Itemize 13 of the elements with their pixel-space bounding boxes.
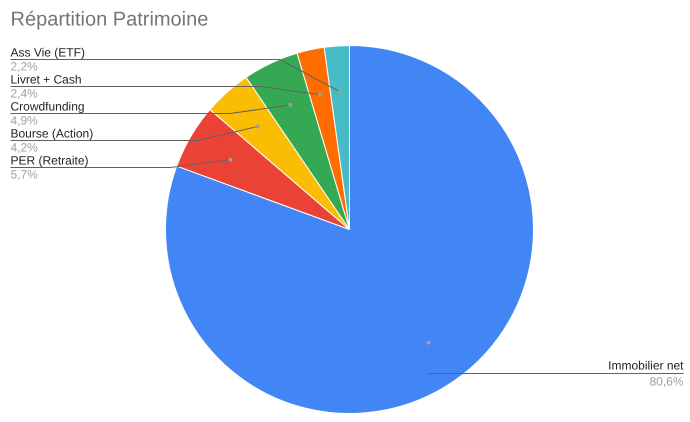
slice-label: PER (Retraite) [10, 154, 89, 168]
slice-label: Immobilier net [608, 358, 684, 372]
chart-title: Répartition Patrimoine [10, 8, 208, 30]
data-label: 4,9% [10, 114, 38, 128]
data-label: 80,6% [649, 374, 684, 388]
data-label: 4,2% [10, 140, 38, 154]
slice-label: Livret + Cash [10, 72, 82, 86]
data-label: 2,4% [10, 86, 38, 100]
data-label: 2,2% [10, 60, 38, 74]
slice-label: Crowdfunding [10, 100, 85, 114]
slice-label: Bourse (Action) [10, 126, 94, 140]
slice-label: Ass Vie (ETF) [10, 46, 85, 60]
data-label: 5,7% [10, 168, 38, 182]
